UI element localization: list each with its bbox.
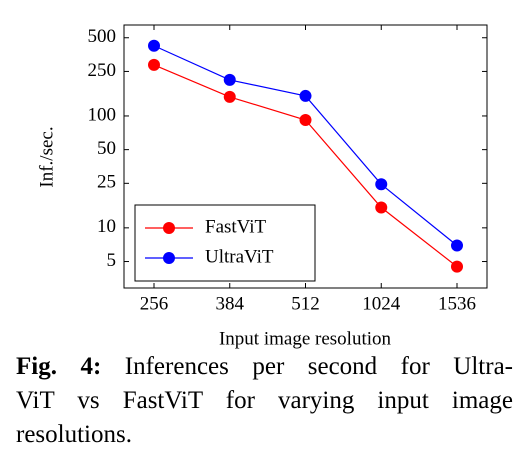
data-point (299, 89, 312, 102)
caption-line: resolutions. (16, 421, 132, 448)
legend-label: FastViT (205, 216, 267, 237)
x-tick-label: 512 (291, 293, 320, 314)
caption-line: Inferences per second for Ultra- (124, 353, 514, 380)
y-tick-label: 250 (88, 60, 117, 81)
y-tick-label: 10 (97, 216, 116, 237)
data-point (451, 239, 463, 252)
x-axis-label: Input image resolution (219, 328, 392, 349)
legend-marker (163, 252, 175, 264)
caption: Fig. 4: Inferences per second for Ultra-… (16, 350, 513, 452)
data-point (223, 73, 236, 86)
data-point (375, 201, 388, 214)
y-tick-label: 50 (97, 138, 116, 159)
data-point (299, 114, 312, 127)
data-point (148, 58, 160, 71)
x-tick-label: 256 (140, 293, 169, 314)
legend-box (134, 204, 316, 282)
y-axis-label: Inf./sec. (36, 126, 57, 187)
x-tick-label: 384 (216, 293, 245, 314)
data-point (148, 39, 160, 52)
data-point (223, 90, 236, 103)
caption-line: ViT vs FastViT for varying input image (16, 387, 513, 414)
data-point (375, 178, 388, 191)
y-tick-label: 25 (97, 172, 116, 193)
x-tick-label: 1536 (438, 293, 476, 314)
legend-label: UltraViT (205, 246, 274, 267)
y-tick-label: 5 (107, 250, 117, 271)
y-tick-label: 100 (88, 104, 117, 125)
y-tick-label: 500 (88, 26, 117, 47)
caption-label: Fig. 4: (16, 353, 102, 380)
data-point (451, 260, 463, 273)
chart: Input image resolution Inf./sec. 5 10 25 50… (36, 24, 488, 349)
x-tick-label: 1024 (362, 293, 401, 314)
legend-marker (163, 222, 175, 234)
